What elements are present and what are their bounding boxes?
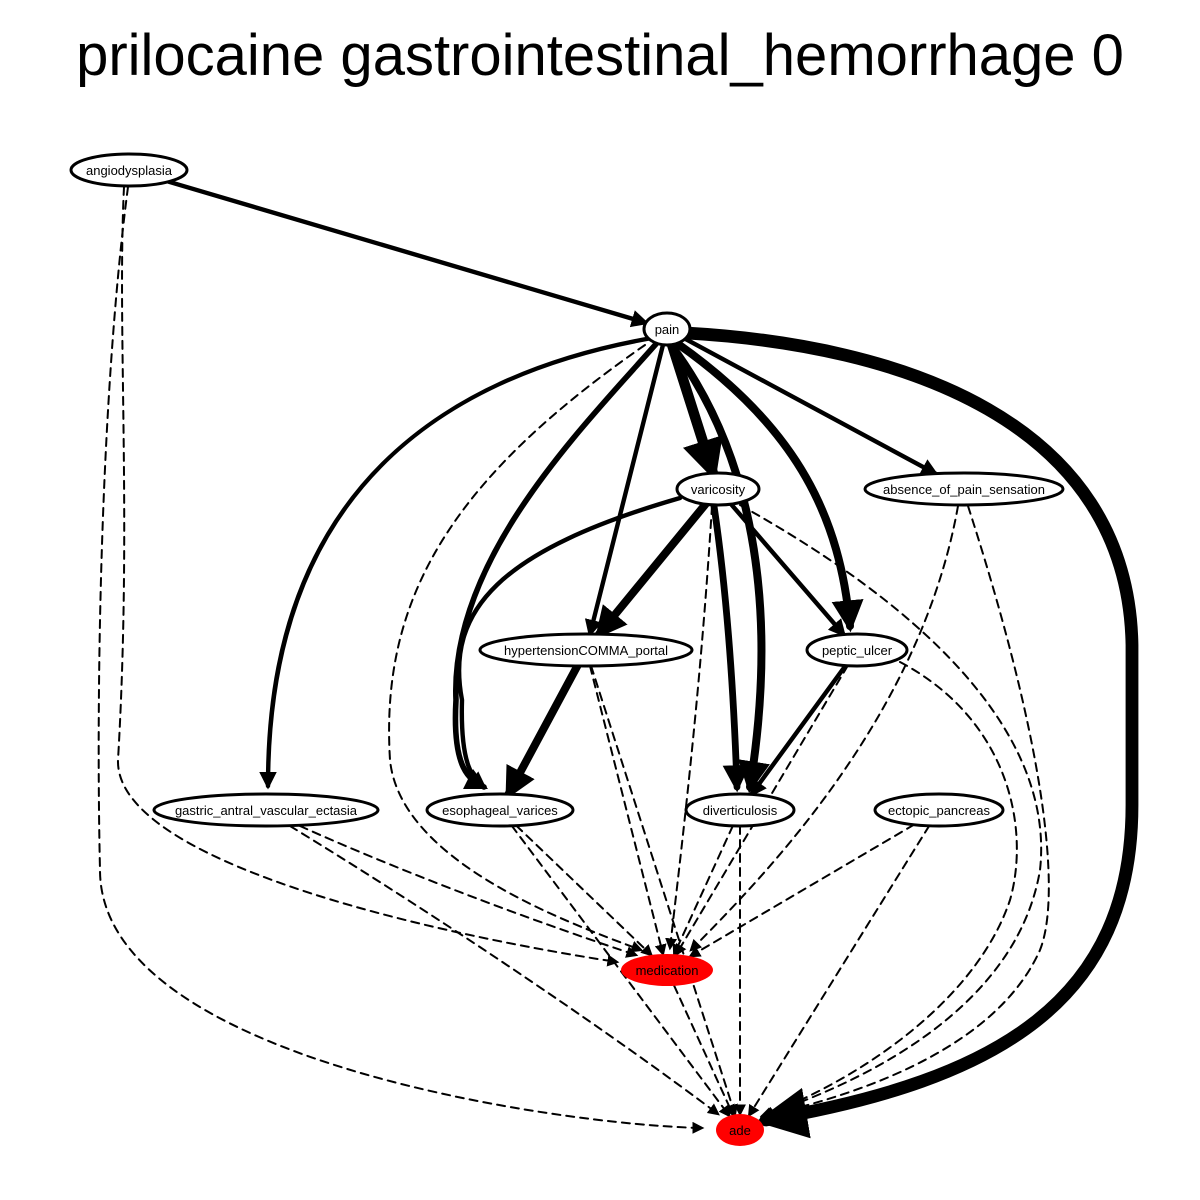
node-label-ectopic_pancreas: ectopic_pancreas xyxy=(888,803,990,818)
edge-absence_of_pain_sensation-to-ade xyxy=(761,505,1050,1120)
node-shape-ade xyxy=(716,1114,764,1146)
node-label-ade: ade xyxy=(729,1123,751,1138)
edge-varicosity-to-ade xyxy=(739,504,1043,1119)
edge-esophageal_varices-to-ade xyxy=(510,824,731,1118)
node-shape-esophageal_varices xyxy=(425,792,575,828)
edge-varicosity-to-peptic_ulcer xyxy=(728,502,847,638)
edge-medication-to-ade xyxy=(673,984,735,1117)
edge-pain-to-diverticulosis xyxy=(667,341,770,794)
node-label-medication: medication xyxy=(636,963,699,978)
diagram-title: prilocaine gastrointestinal_hemorrhage 0 xyxy=(76,23,1124,88)
edge-hypertension_portal-to-medication xyxy=(589,665,667,957)
node-shape-absence_of_pain_sensation xyxy=(863,471,1065,507)
edge-varicosity-to-medication xyxy=(665,505,713,951)
node-shape-peptic_ulcer xyxy=(805,632,909,668)
node-medication: medication xyxy=(621,954,713,986)
edge-peptic_ulcer-to-diverticulosis xyxy=(749,663,848,798)
node-diverticulosis: diverticulosis xyxy=(684,792,796,828)
node-shape-varicosity xyxy=(675,471,761,507)
edge-ectopic_pancreas-to-ade xyxy=(747,824,931,1118)
edge-layer xyxy=(97,179,1139,1139)
node-esophageal_varices: esophageal_varices xyxy=(425,792,575,828)
node-angiodysplasia: angiodysplasia xyxy=(69,152,189,188)
node-label-peptic_ulcer: peptic_ulcer xyxy=(822,643,893,658)
node-label-pain: pain xyxy=(655,322,680,337)
node-varicosity: varicosity xyxy=(675,471,761,507)
node-ade: ade xyxy=(716,1114,764,1146)
edge-absence_of_pain_sensation-to-medication xyxy=(689,505,959,952)
edge-hypertension_portal-to-ade xyxy=(590,665,738,1117)
node-shape-pain xyxy=(642,311,692,347)
node-label-angiodysplasia: angiodysplasia xyxy=(86,163,173,178)
node-label-absence_of_pain_sensation: absence_of_pain_sensation xyxy=(883,482,1045,497)
edge-gastric_antral_vascular_ectasia-to-medication xyxy=(299,825,639,958)
node-hypertension_portal: hypertensionCOMMA_portal xyxy=(478,632,694,668)
edge-hypertension_portal-to-esophageal_varices xyxy=(504,661,582,800)
node-shape-hypertension_portal xyxy=(478,632,694,668)
node-shape-medication xyxy=(621,954,713,986)
edge-ectopic_pancreas-to-medication xyxy=(688,823,915,958)
node-label-varicosity: varicosity xyxy=(691,482,746,497)
edge-pain-to-ade xyxy=(679,326,1139,1139)
edge-pain-to-peptic_ulcer xyxy=(674,340,864,633)
edge-peptic_ulcer-to-ade xyxy=(761,661,1018,1119)
node-shape-diverticulosis xyxy=(684,792,796,828)
edge-pain-to-medication xyxy=(388,344,646,953)
node-absence_of_pain_sensation: absence_of_pain_sensation xyxy=(863,471,1065,507)
node-ectopic_pancreas: ectopic_pancreas xyxy=(873,792,1005,828)
node-label-gastric_antral_vascular_ectasia: gastric_antral_vascular_ectasia xyxy=(175,803,358,818)
edge-pain-to-absence_of_pain_sensation xyxy=(683,336,939,476)
edge-esophageal_varices-to-medication xyxy=(515,824,654,957)
node-pain: pain xyxy=(642,311,692,347)
edge-varicosity-to-hypertension_portal xyxy=(594,500,710,640)
edge-angiodysplasia-to-pain xyxy=(166,179,650,328)
edge-pain-to-varicosity xyxy=(666,339,723,482)
edge-diverticulosis-to-medication xyxy=(672,824,734,957)
node-shape-gastric_antral_vascular_ectasia xyxy=(152,792,380,828)
node-shape-ectopic_pancreas xyxy=(873,792,1005,828)
edge-pain-to-esophageal_varices xyxy=(452,341,659,790)
edge-pain-to-hypertension_portal xyxy=(584,342,666,638)
node-gastric_antral_vascular_ectasia: gastric_antral_vascular_ectasia xyxy=(152,792,380,828)
edge-angiodysplasia-to-ade xyxy=(97,186,705,1134)
edge-angiodysplasia-to-medication xyxy=(116,186,620,967)
edge-varicosity-to-esophageal_varices xyxy=(456,495,683,790)
node-label-diverticulosis: diverticulosis xyxy=(703,803,778,818)
node-label-hypertension_portal: hypertensionCOMMA_portal xyxy=(504,643,668,658)
edge-gastric_antral_vascular_ectasia-to-ade xyxy=(289,825,720,1116)
node-shape-angiodysplasia xyxy=(69,152,189,188)
node-layer: angiodysplasia pain varicosity absence_of_p… xyxy=(69,152,1065,1146)
node-peptic_ulcer: peptic_ulcer xyxy=(805,632,909,668)
node-label-esophageal_varices: esophageal_varices xyxy=(442,803,558,818)
edge-pain-to-gastric_antral_vascular_ectasia xyxy=(259,335,655,790)
edge-varicosity-to-diverticulosis xyxy=(710,502,750,793)
